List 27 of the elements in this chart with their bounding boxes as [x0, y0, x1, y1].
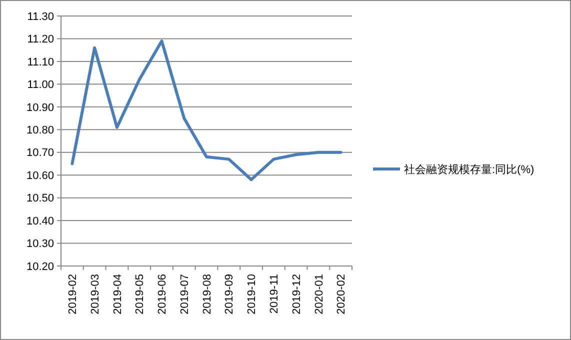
x-tick-label: 2019-07 [178, 274, 191, 314]
y-tick-label: 10.40 [26, 215, 54, 228]
x-tick-label: 2019-09 [224, 274, 236, 314]
legend-label: 社会融资规模存量:同比(%) [404, 162, 534, 176]
y-tick-label: 11.30 [27, 10, 54, 23]
y-tick-label: 10.60 [26, 170, 54, 182]
x-tick-label: 2019-06 [156, 274, 169, 314]
y-tick-label: 11.00 [27, 79, 54, 92]
x-tick-label: 2019-10 [246, 274, 258, 314]
x-tick-label: 2020-02 [336, 274, 348, 314]
y-tick-label: 10.20 [26, 260, 54, 273]
x-tick-label: 2019-08 [201, 274, 214, 314]
y-tick-label: 11.10 [27, 56, 54, 68]
y-tick-label: 10.30 [26, 238, 54, 250]
y-tick-label: 10.90 [26, 102, 54, 114]
y-tick-label: 10.70 [26, 147, 54, 160]
line-series [70, 40, 342, 182]
x-tick-label: 2019-02 [67, 274, 80, 314]
y-tick-label: 11.20 [27, 34, 54, 46]
x-tick-label: 2019-11 [268, 274, 281, 314]
x-tick-label: 2020-01 [313, 274, 326, 314]
x-tick-label: 2019-12 [290, 274, 303, 314]
x-tick-label: 2019-04 [112, 274, 124, 314]
x-tick-label: 2019-05 [134, 274, 146, 314]
y-tick-label: 10.50 [26, 192, 54, 205]
x-tick-label: 2019-03 [89, 274, 102, 314]
y-tick-label: 10.80 [26, 124, 54, 136]
